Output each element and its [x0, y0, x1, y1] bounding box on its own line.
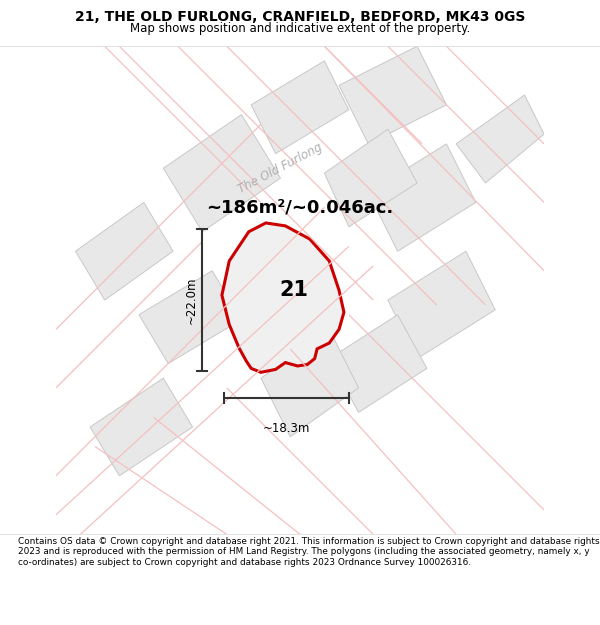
Text: 21: 21	[280, 280, 308, 300]
Polygon shape	[261, 329, 359, 437]
Polygon shape	[163, 114, 280, 232]
Polygon shape	[251, 61, 349, 154]
Text: 21, THE OLD FURLONG, CRANFIELD, BEDFORD, MK43 0GS: 21, THE OLD FURLONG, CRANFIELD, BEDFORD,…	[75, 10, 525, 24]
Polygon shape	[90, 378, 193, 476]
Text: ~22.0m: ~22.0m	[185, 276, 198, 324]
Polygon shape	[456, 95, 544, 183]
Text: ~18.3m: ~18.3m	[263, 422, 310, 435]
Polygon shape	[139, 271, 241, 364]
Polygon shape	[325, 129, 417, 227]
Polygon shape	[76, 202, 173, 300]
Text: ~186m²/~0.046ac.: ~186m²/~0.046ac.	[206, 198, 394, 216]
Text: The Old Furlong: The Old Furlong	[236, 141, 325, 196]
Polygon shape	[339, 46, 446, 144]
Text: Map shows position and indicative extent of the property.: Map shows position and indicative extent…	[130, 22, 470, 34]
Text: Contains OS data © Crown copyright and database right 2021. This information is : Contains OS data © Crown copyright and d…	[18, 537, 599, 567]
Polygon shape	[329, 315, 427, 412]
Polygon shape	[222, 223, 344, 372]
Polygon shape	[368, 144, 476, 251]
Polygon shape	[388, 251, 495, 359]
